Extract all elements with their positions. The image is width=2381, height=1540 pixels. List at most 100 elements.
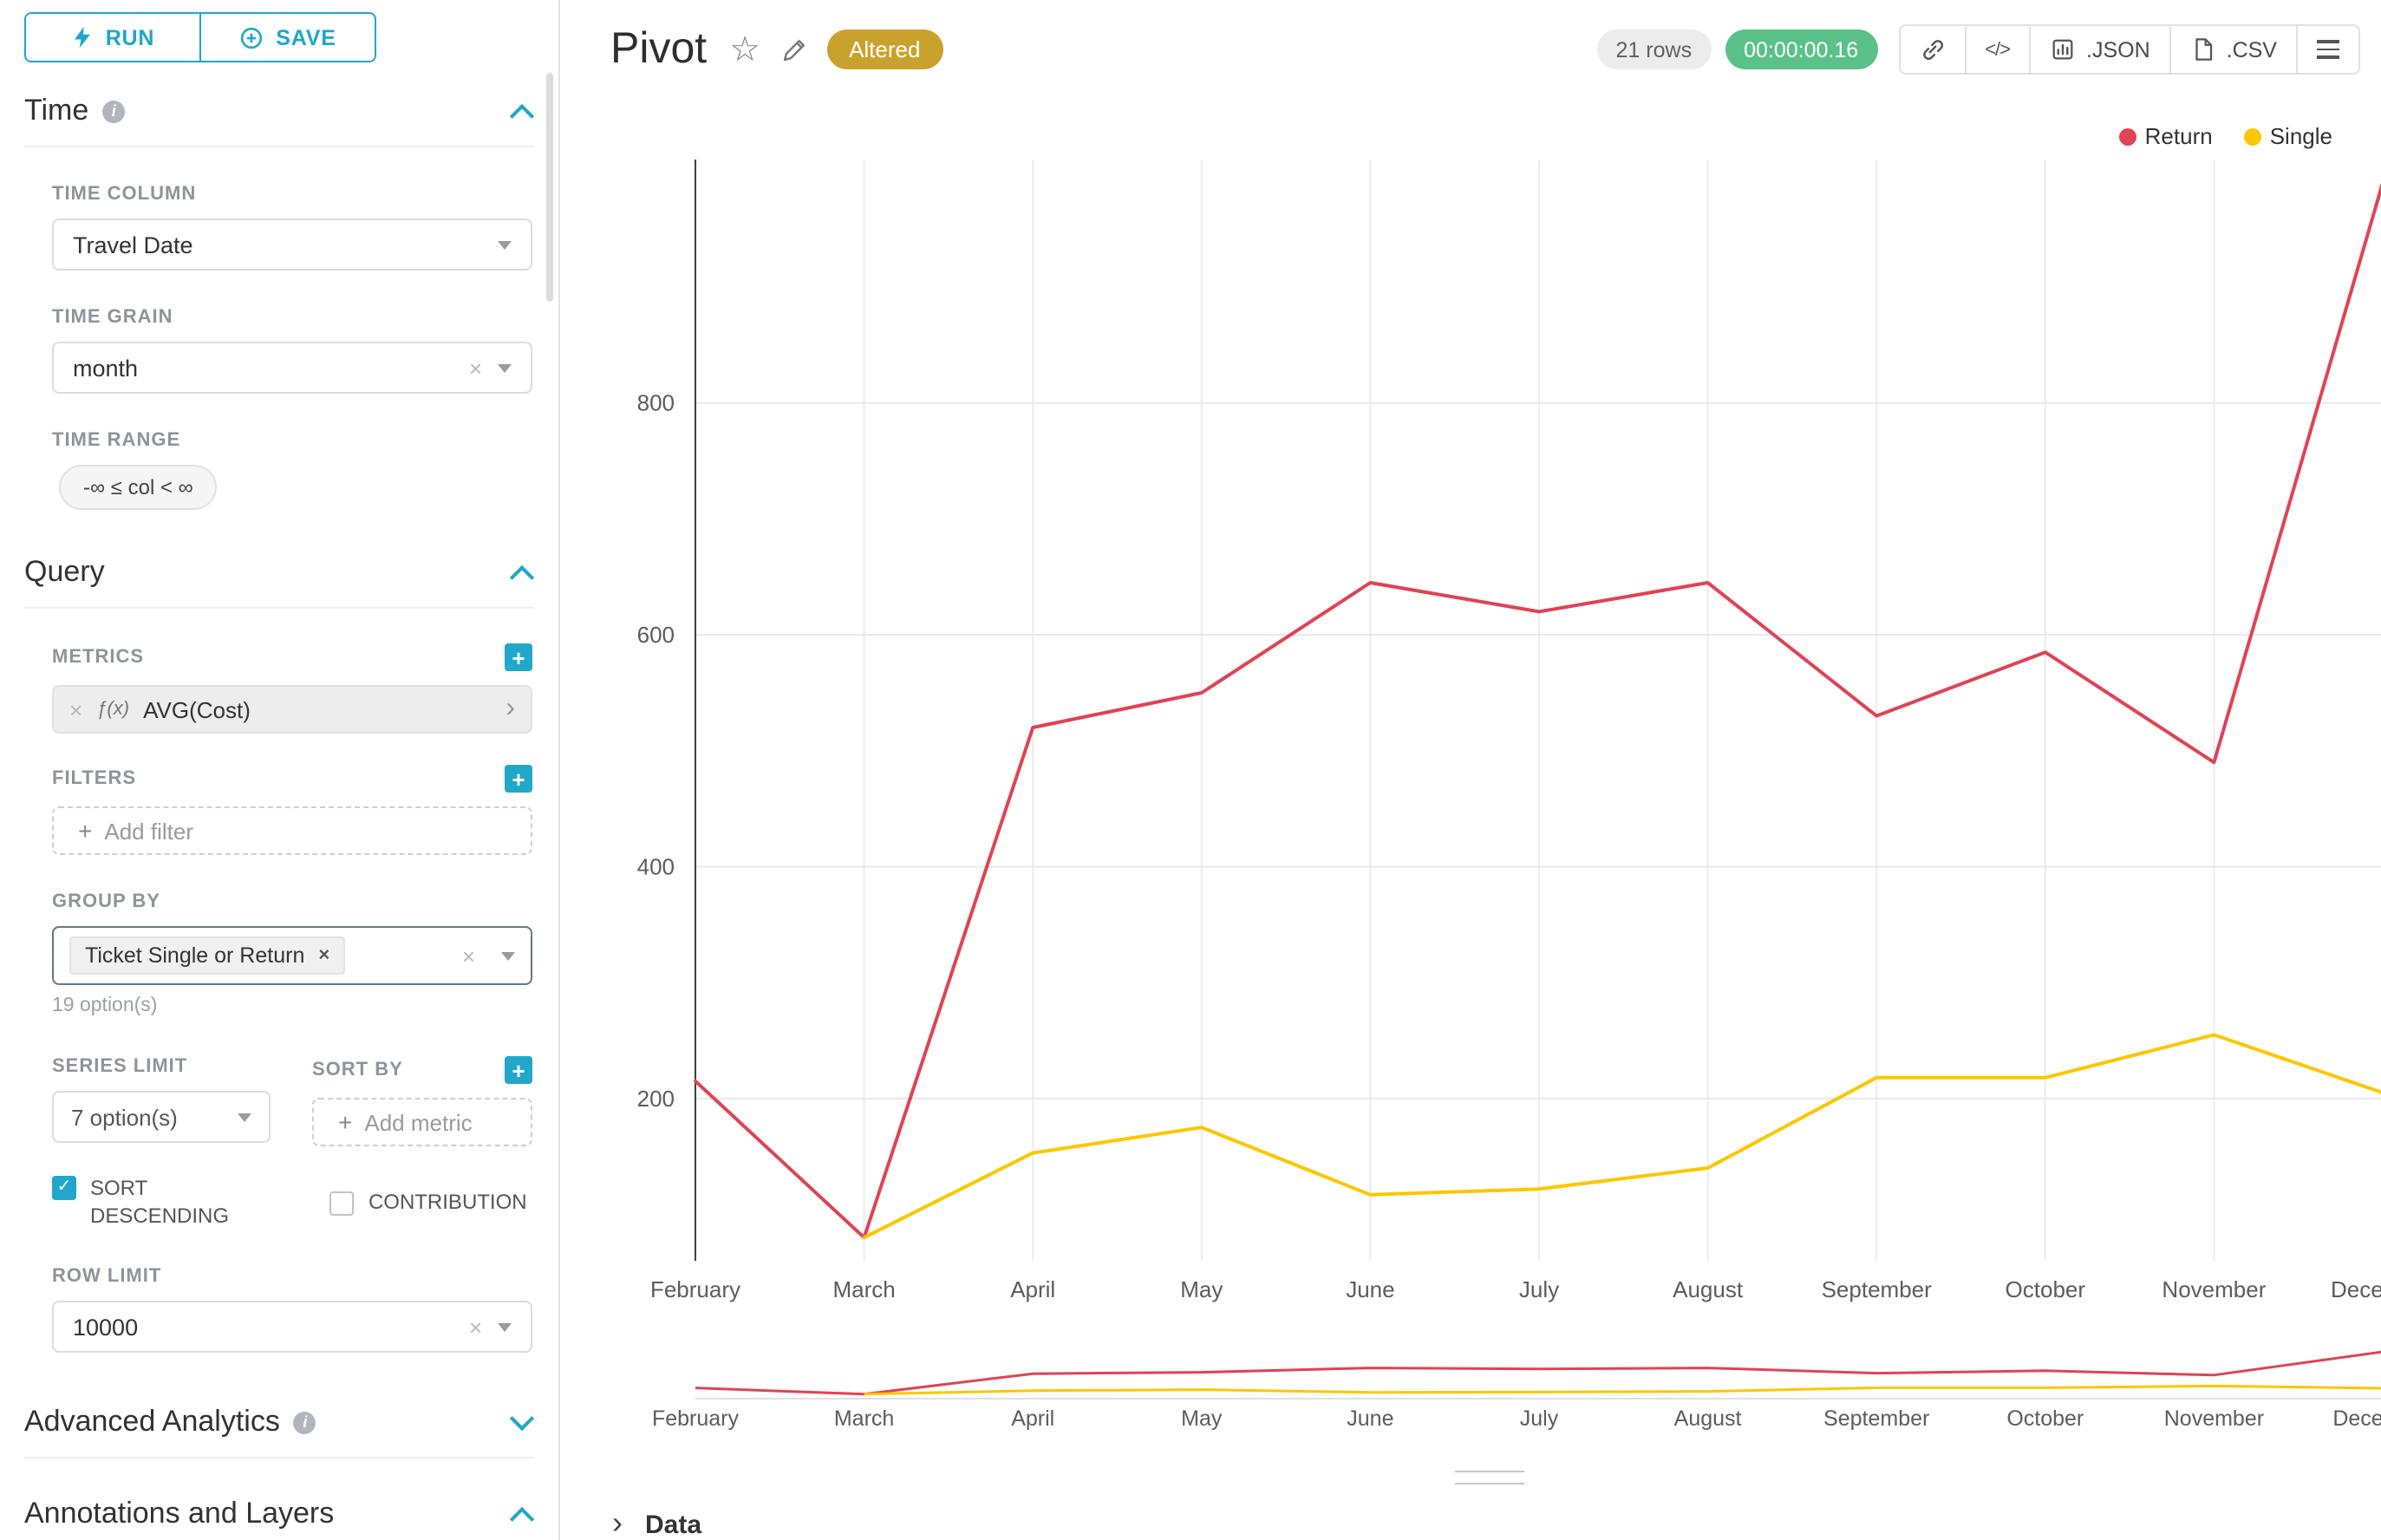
section-title: Advanced Analytics bbox=[24, 1405, 280, 1439]
data-panel-toggle[interactable]: › Data bbox=[612, 1505, 702, 1540]
x-axis-label: November bbox=[2162, 1276, 2266, 1302]
panel-resize-handle[interactable] bbox=[1455, 1471, 1524, 1485]
time-grain-value: month bbox=[73, 355, 139, 381]
export-json-button[interactable]: .JSON bbox=[2029, 24, 2171, 75]
data-panel-title: Data bbox=[645, 1510, 702, 1539]
row-limit-select[interactable]: 10000 × bbox=[52, 1301, 532, 1354]
run-button[interactable]: RUN bbox=[24, 12, 201, 62]
x-axis-label: July bbox=[1519, 1276, 1559, 1302]
time-column-label: TIME COLUMN bbox=[52, 184, 197, 205]
time-range-label: TIME RANGE bbox=[52, 430, 181, 451]
metric-chip[interactable]: × ƒ(x) AVG(Cost) › bbox=[52, 685, 532, 734]
x-axis-label: May bbox=[1180, 1276, 1223, 1302]
altered-badge[interactable]: Altered bbox=[826, 29, 943, 69]
line-chart[interactable]: 200 400 600 800 February March April May June Jul… bbox=[562, 0, 2381, 1540]
series-line-single[interactable] bbox=[862, 1033, 2381, 1240]
export-button-group: </> .JSON .CSV bbox=[1898, 24, 2360, 75]
section-header-time[interactable]: Time i bbox=[0, 90, 558, 132]
x-axis-label: February bbox=[650, 1276, 740, 1302]
info-icon: i bbox=[293, 1411, 316, 1434]
add-sort-metric-button[interactable]: + Add metric bbox=[312, 1098, 532, 1146]
clear-icon[interactable]: × bbox=[468, 355, 482, 381]
save-button[interactable]: SAVE bbox=[201, 12, 376, 62]
group-by-chip[interactable]: Ticket Single or Return × bbox=[69, 936, 346, 975]
link-icon bbox=[1922, 40, 1943, 61]
mini-x-axis-label: February bbox=[652, 1406, 740, 1431]
group-by-chip-label: Ticket Single or Return bbox=[85, 943, 305, 968]
section-header-annotations[interactable]: Annotations and Layers bbox=[0, 1494, 558, 1536]
add-metric-plus-button[interactable]: + bbox=[505, 643, 532, 671]
export-csv-button[interactable]: .CSV bbox=[2169, 24, 2298, 75]
sort-descending-checkbox[interactable]: ✓ bbox=[52, 1176, 76, 1200]
y-axis-tick-label: 200 bbox=[637, 1086, 675, 1112]
series-limit-label: SERIES LIMIT bbox=[52, 1056, 188, 1077]
chevron-up-icon bbox=[509, 1506, 535, 1531]
chevron-down-icon bbox=[498, 1322, 512, 1332]
legend-label: Single bbox=[2269, 123, 2332, 149]
chevron-up-icon bbox=[509, 102, 535, 128]
chevron-down-icon bbox=[498, 240, 512, 249]
add-filter-button[interactable]: + Add filter bbox=[52, 806, 532, 855]
x-axis-label: April bbox=[1010, 1276, 1055, 1302]
favorite-star-icon[interactable]: ☆ bbox=[729, 30, 761, 69]
plus-circle-icon bbox=[241, 26, 263, 49]
sort-by-label: SORT BY bbox=[312, 1060, 403, 1080]
chevron-down-icon bbox=[501, 951, 515, 960]
legend-item-return[interactable]: Return bbox=[2118, 123, 2213, 149]
mini-x-axis-label: May bbox=[1181, 1406, 1223, 1431]
legend-item-single[interactable]: Single bbox=[2243, 123, 2332, 149]
view-query-button[interactable]: </> bbox=[1964, 24, 2031, 75]
series-limit-select[interactable]: 7 option(s) bbox=[52, 1091, 271, 1143]
time-grain-label: TIME GRAIN bbox=[52, 307, 173, 328]
mini-series-line-return[interactable] bbox=[695, 1350, 2381, 1396]
section-title: Time bbox=[24, 94, 89, 127]
add-sort-metric-plus-button[interactable]: + bbox=[505, 1056, 532, 1084]
mini-series-line-single[interactable] bbox=[864, 1384, 2381, 1396]
save-label: SAVE bbox=[276, 25, 336, 49]
metric-value: AVG(Cost) bbox=[143, 696, 251, 722]
x-axis-label: December bbox=[2331, 1276, 2381, 1302]
group-by-select[interactable]: Ticket Single or Return × × bbox=[52, 926, 532, 985]
x-axis-label: March bbox=[832, 1276, 895, 1302]
x-axis-label: October bbox=[2006, 1276, 2086, 1302]
mini-x-axis-label: July bbox=[1520, 1406, 1559, 1431]
chevron-down-icon bbox=[498, 363, 512, 372]
contribution-label: CONTRIBUTION bbox=[368, 1190, 527, 1215]
divider bbox=[24, 607, 534, 609]
csv-file-icon bbox=[2195, 38, 2212, 61]
section-header-advanced-analytics[interactable]: Advanced Analytics i bbox=[0, 1402, 558, 1444]
chevron-down-icon bbox=[238, 1113, 251, 1121]
run-label: RUN bbox=[105, 25, 155, 49]
copy-link-button[interactable] bbox=[1898, 24, 1967, 75]
metrics-label: METRICS bbox=[52, 647, 144, 668]
clear-icon[interactable]: × bbox=[461, 943, 475, 969]
x-axis-label: June bbox=[1346, 1276, 1394, 1302]
clear-icon[interactable]: × bbox=[468, 1314, 482, 1341]
y-axis-tick-label: 600 bbox=[637, 622, 675, 648]
contribution-checkbox[interactable] bbox=[329, 1191, 355, 1216]
time-column-select[interactable]: Travel Date bbox=[52, 219, 532, 271]
header-toolbar: 21 rows 00:00:00.16 </> .JSON . bbox=[1596, 24, 2360, 75]
caret-right-icon[interactable]: › bbox=[506, 694, 515, 723]
chevron-down-icon bbox=[509, 1406, 535, 1432]
time-range-pill[interactable]: -∞ ≤ col < ∞ bbox=[59, 465, 218, 510]
remove-chip-icon[interactable]: × bbox=[318, 945, 330, 966]
sidebar-scrollbar[interactable] bbox=[546, 73, 553, 302]
more-options-button[interactable] bbox=[2296, 24, 2360, 75]
series-line-return[interactable] bbox=[694, 182, 2381, 1240]
time-range-value: -∞ ≤ col < ∞ bbox=[83, 475, 193, 499]
chevron-right-icon: › bbox=[612, 1505, 623, 1540]
edit-properties-icon[interactable] bbox=[780, 36, 807, 63]
add-metric-label: Add metric bbox=[364, 1109, 473, 1135]
mini-x-axis-label: March bbox=[834, 1406, 894, 1431]
y-axis-tick-label: 400 bbox=[637, 853, 675, 879]
add-filter-plus-button[interactable]: + bbox=[505, 765, 532, 793]
section-header-query[interactable]: Query bbox=[0, 551, 558, 593]
time-grain-select[interactable]: month × bbox=[52, 342, 532, 394]
legend-label: Return bbox=[2144, 123, 2213, 149]
mini-x-axis-label: June bbox=[1347, 1406, 1393, 1431]
function-icon: ƒ(x) bbox=[96, 699, 130, 720]
remove-metric-icon[interactable]: × bbox=[69, 696, 83, 722]
mini-x-axis-label: December bbox=[2332, 1406, 2381, 1431]
legend-dot bbox=[2118, 127, 2136, 145]
